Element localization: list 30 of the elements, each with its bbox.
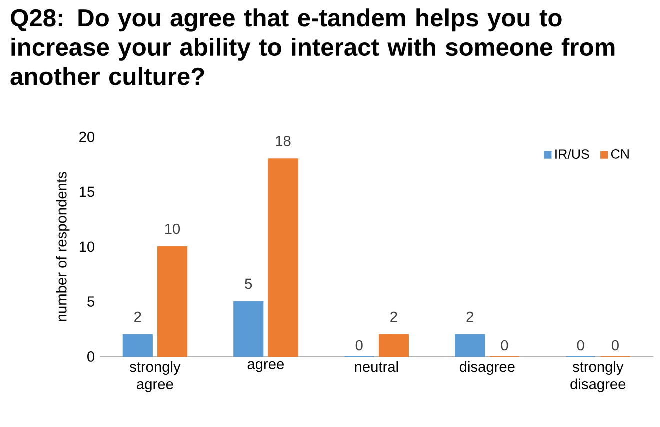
y-tick-label: 0 (88, 351, 95, 362)
legend-label: CN (611, 149, 629, 159)
bar (455, 334, 486, 357)
x-tick-label: strongly disagree (570, 361, 626, 392)
data-label: 5 (245, 278, 252, 289)
data-label: 0 (501, 340, 508, 351)
bar (157, 246, 188, 357)
data-label: 2 (390, 312, 398, 322)
data-label: 0 (356, 340, 363, 351)
x-tick-label: disagree (460, 361, 515, 375)
data-label: 2 (134, 312, 142, 322)
y-tick-label: 15 (80, 186, 94, 197)
chart-title: Q28: Do you agree that e-tandem helps you to increase your ability to interact with someone from another culture? (10, 8, 615, 86)
bar (122, 334, 153, 357)
data-label: 0 (577, 340, 584, 351)
legend-label: IR/US (556, 149, 590, 159)
bar (268, 158, 298, 357)
y-axis-title: number of respondents (56, 172, 70, 322)
y-tick-label: 20 (80, 132, 95, 142)
y-tick-label: 5 (88, 296, 94, 307)
bar (378, 334, 410, 357)
x-tick-label: agree (248, 361, 284, 372)
y-tick-label: 10 (80, 242, 95, 252)
data-label: 18 (276, 136, 291, 146)
data-label: 2 (466, 312, 474, 322)
x-tick-label: strongly agree (130, 361, 181, 392)
data-label: 0 (612, 340, 619, 351)
bar (234, 301, 264, 357)
x-tick-label: neutral (355, 361, 398, 372)
data-label: 10 (165, 224, 180, 234)
